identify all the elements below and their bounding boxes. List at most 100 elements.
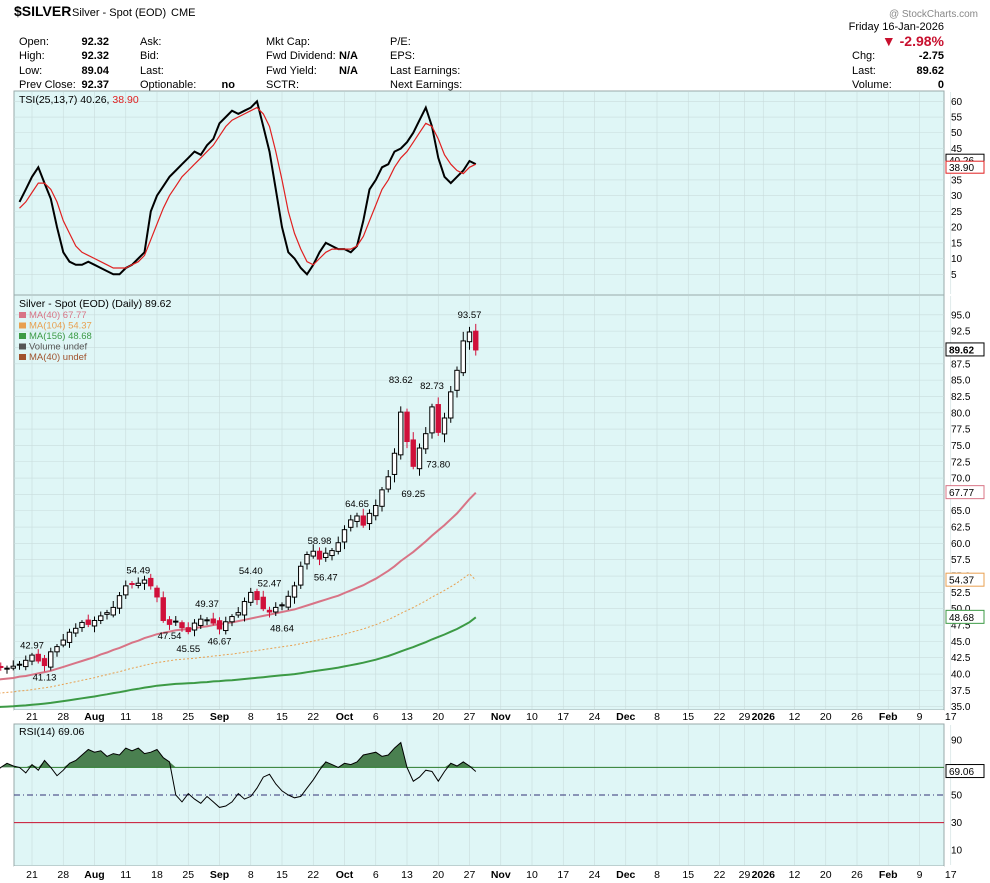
x-axis-bottom: 21 28 Aug 11 18 25 Sep 8 15 22 Oct 6 13 20 27 Nov 10 17 24… <box>14 866 957 883</box>
header-field-label: Fwd Dividend: <box>266 50 336 62</box>
x-axis-top-labels: 21 28 Aug 11 18 25 Sep 8 15 22 Oct 6 13 20 27 Nov 10 17 24… <box>26 711 957 723</box>
y-tick-label: 35.0 <box>951 702 971 713</box>
header-field-value: 89.62 <box>916 65 944 77</box>
x-tick-label: Feb <box>879 869 898 881</box>
candle-body <box>129 583 135 586</box>
price-annotation: 49.37 <box>195 599 219 610</box>
header-field-label: Ask: <box>140 36 161 48</box>
header-field-value: 92.32 <box>81 36 109 48</box>
candle-body <box>191 622 198 631</box>
candle-body <box>48 651 54 668</box>
header-field-label: Prev Close: <box>19 79 76 91</box>
candle-body <box>366 512 373 525</box>
y-tick-label: 35 <box>951 175 963 186</box>
header-field-label: Last: <box>852 65 876 77</box>
candle-body <box>454 369 460 391</box>
x-tick-label: 28 <box>57 869 69 881</box>
candle-body <box>323 552 329 559</box>
x-tick-label: Oct <box>336 711 354 723</box>
x-tick-label: 22 <box>714 869 726 881</box>
y-tick-label: 60 <box>951 97 963 108</box>
rsi-y-axis: 103050709069.06 <box>945 735 985 857</box>
candle-body <box>398 411 404 456</box>
y-tick-label: 15 <box>951 238 963 249</box>
x-tick-label: Feb <box>879 711 898 723</box>
x-tick-label: 17 <box>557 869 569 881</box>
y-tick-label: 45.0 <box>951 637 971 648</box>
x-tick-label: 28 <box>57 711 69 723</box>
x-tick-label: Sep <box>210 711 229 723</box>
candle-body <box>266 609 273 613</box>
x-tick-label: Nov <box>491 711 511 723</box>
y-tick-label: 62.5 <box>951 523 971 534</box>
candle-body <box>179 622 185 629</box>
x-tick-label: 26 <box>851 711 863 723</box>
x-tick-label: 15 <box>276 869 288 881</box>
y-tick-label: 50 <box>951 791 963 802</box>
y-tick-label: 90 <box>951 735 963 746</box>
candle-body <box>141 579 148 584</box>
y-tick-label: 30 <box>951 818 963 829</box>
last-value-tag <box>945 160 985 174</box>
header-field-label: Chg: <box>852 50 875 62</box>
price-annotation: 73.80 <box>426 459 450 470</box>
legend-label: MA(156) 48.68 <box>29 331 92 342</box>
candle-body <box>35 653 41 662</box>
watermark: @ StockCharts.com <box>889 9 978 20</box>
chart-date: Friday 16-Jan-2026 <box>849 21 944 33</box>
price-annotation: 42.97 <box>20 641 44 652</box>
x-tick-label: 17 <box>945 869 957 881</box>
candle-body <box>10 665 16 669</box>
y-tick-label: 95.0 <box>951 310 971 321</box>
y-tick-label: 92.5 <box>951 327 971 338</box>
y-tick-label: 37.5 <box>951 686 971 697</box>
candle-body <box>229 616 235 623</box>
x-tick-label: 15 <box>682 711 694 723</box>
x-tick-label: 27 <box>464 711 476 723</box>
candle-body <box>329 550 335 557</box>
tsi-signal-line <box>19 106 477 269</box>
x-tick-label: 21 <box>26 711 38 723</box>
header-field-label: Volume: <box>852 79 892 91</box>
price-annotation: 82.73 <box>420 381 444 392</box>
last-value-tag-label: 54.37 <box>949 576 974 587</box>
y-tick-label: 42.5 <box>951 653 971 664</box>
candle-body <box>435 404 441 433</box>
header-field-label: Optionable: <box>140 79 196 91</box>
candle-body <box>260 596 266 610</box>
header-field-label: SCTR: <box>266 79 299 91</box>
candle-body <box>354 515 360 522</box>
price-grid <box>14 296 952 709</box>
candle-body <box>210 618 216 624</box>
price-annotation: 54.49 <box>126 565 150 576</box>
x-tick-label: 12 <box>789 711 801 723</box>
candle-body <box>79 621 85 629</box>
y-tick-label: 82.5 <box>951 392 971 403</box>
header-field-value: no <box>222 79 236 91</box>
legend-label: MA(40) undef <box>29 352 87 363</box>
tsi-title: TSI(25,13,7) 40.26, 38.90 <box>19 94 139 106</box>
tsi-panel: TSI(25,13,7) 40.26, 38.90 5 10 15 20 25 30 35 4… <box>13 90 985 296</box>
chart-header: $SILVER Silver - Spot (EOD) CME Friday 1… <box>14 3 978 91</box>
candle-body <box>116 595 123 609</box>
legend-swatch <box>19 333 26 339</box>
x-tick-label: 25 <box>182 711 194 723</box>
candle-body <box>60 639 66 646</box>
last-value-tag-label: 38.90 <box>949 163 974 174</box>
header-field-value: 89.04 <box>81 65 109 77</box>
x-axis-bottom-bg <box>14 866 944 883</box>
tsi-grid <box>14 92 952 294</box>
x-tick-label: 22 <box>307 711 319 723</box>
candle-body <box>110 606 116 616</box>
price-annotation: 52.47 <box>258 579 282 590</box>
y-tick-label: 40.0 <box>951 670 971 681</box>
y-tick-label: 72.5 <box>951 457 971 468</box>
candle-body <box>279 604 285 607</box>
candle-body <box>404 411 410 443</box>
candle-body <box>154 587 160 598</box>
x-tick-label: 13 <box>401 869 413 881</box>
candle-body <box>85 619 91 625</box>
header-fields: Open: 92.32 High: 92.32 Low: 89.04 Prev Close:… <box>19 36 944 91</box>
price-panel-bg <box>13 294 945 711</box>
